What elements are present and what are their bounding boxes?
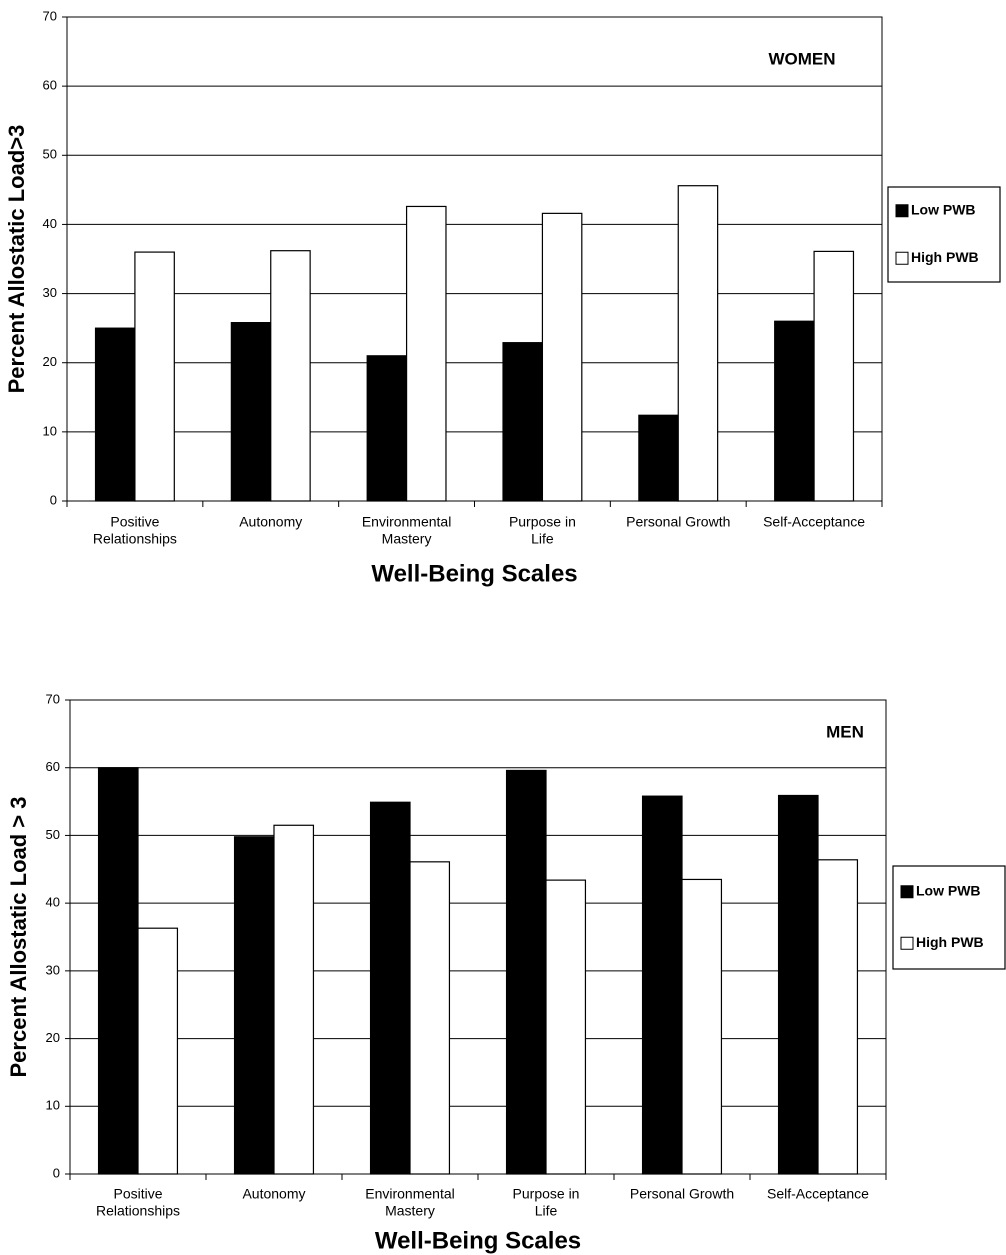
x-tick-label: Autonomy xyxy=(242,1186,305,1202)
x-tick-label: Mastery xyxy=(385,1203,435,1219)
legend-swatch xyxy=(895,251,909,265)
bar xyxy=(813,250,855,502)
bar xyxy=(541,212,583,502)
y-tick-label: 30 xyxy=(46,962,60,977)
y-tick-label: 10 xyxy=(43,423,57,438)
annotation: WOMEN xyxy=(768,49,835,68)
x-tick-label: Personal Growth xyxy=(626,514,730,530)
y-tick-label: 60 xyxy=(46,759,60,774)
x-tick-label: Purpose in xyxy=(513,1186,580,1202)
bar xyxy=(230,322,272,502)
bar xyxy=(502,342,544,502)
x-tick-label: Life xyxy=(535,1203,558,1219)
legend-box xyxy=(892,865,1006,970)
x-tick-label: Environmental xyxy=(365,1186,455,1202)
bar xyxy=(774,320,815,502)
bar xyxy=(273,824,315,1175)
x-tick-label: Mastery xyxy=(382,531,432,547)
bar xyxy=(681,878,723,1175)
x-tick-label: Self-Acceptance xyxy=(767,1186,869,1202)
bar xyxy=(638,414,679,502)
bar xyxy=(409,861,451,1175)
y-tick-label: 50 xyxy=(43,147,57,162)
bar xyxy=(97,767,139,1175)
x-tick-label: Purpose in xyxy=(509,514,576,530)
bar xyxy=(94,327,136,502)
legend-box xyxy=(887,186,1001,283)
bar xyxy=(270,250,311,502)
bar xyxy=(545,879,587,1175)
x-tick-label: Personal Growth xyxy=(630,1186,734,1202)
x-tick-label: Self-Acceptance xyxy=(763,514,865,530)
bar xyxy=(405,205,447,502)
y-axis-title: Percent Allostatic Load>3 xyxy=(4,125,29,394)
y-tick-label: 0 xyxy=(53,1165,60,1180)
bar xyxy=(641,795,683,1175)
y-tick-label: 70 xyxy=(43,8,57,23)
bar xyxy=(677,185,719,502)
bar xyxy=(366,355,408,502)
plot-frame xyxy=(66,16,883,502)
legend-label: Low PWB xyxy=(911,201,976,217)
plot-frame xyxy=(69,699,887,1175)
legend-label: High PWB xyxy=(911,249,979,265)
bar xyxy=(134,251,175,502)
y-tick-label: 40 xyxy=(43,216,57,231)
y-tick-label: 40 xyxy=(46,895,60,910)
x-tick-label: Positive xyxy=(113,1186,162,1202)
y-tick-label: 0 xyxy=(50,492,57,507)
legend-swatch xyxy=(900,885,914,899)
x-tick-label: Environmental xyxy=(362,514,452,530)
x-axis-title: Well-Being Scales xyxy=(375,1227,581,1254)
y-tick-label: 50 xyxy=(46,827,60,842)
y-tick-label: 20 xyxy=(46,1030,60,1045)
x-tick-label: Autonomy xyxy=(239,514,302,530)
bar xyxy=(369,801,411,1175)
legend-swatch xyxy=(895,204,909,218)
legend-label: Low PWB xyxy=(916,882,981,898)
y-tick-label: 70 xyxy=(46,691,60,706)
bar xyxy=(505,769,547,1175)
y-tick-label: 30 xyxy=(43,285,57,300)
x-axis-title: Well-Being Scales xyxy=(371,560,577,587)
x-tick-label: Relationships xyxy=(96,1203,180,1219)
x-tick-label: Life xyxy=(531,531,554,547)
legend-label: High PWB xyxy=(916,934,984,950)
bar xyxy=(137,927,179,1175)
x-tick-label: Positive xyxy=(110,514,159,530)
y-tick-label: 60 xyxy=(43,78,57,93)
bar xyxy=(777,794,819,1175)
bar xyxy=(817,859,859,1175)
annotation: MEN xyxy=(826,722,864,741)
y-axis-title: Percent Allostatic Load > 3 xyxy=(6,797,31,1078)
legend-swatch xyxy=(900,936,914,950)
y-tick-label: 20 xyxy=(43,354,57,369)
x-tick-label: Relationships xyxy=(93,531,177,547)
bar xyxy=(233,836,275,1175)
y-tick-label: 10 xyxy=(46,1098,60,1113)
